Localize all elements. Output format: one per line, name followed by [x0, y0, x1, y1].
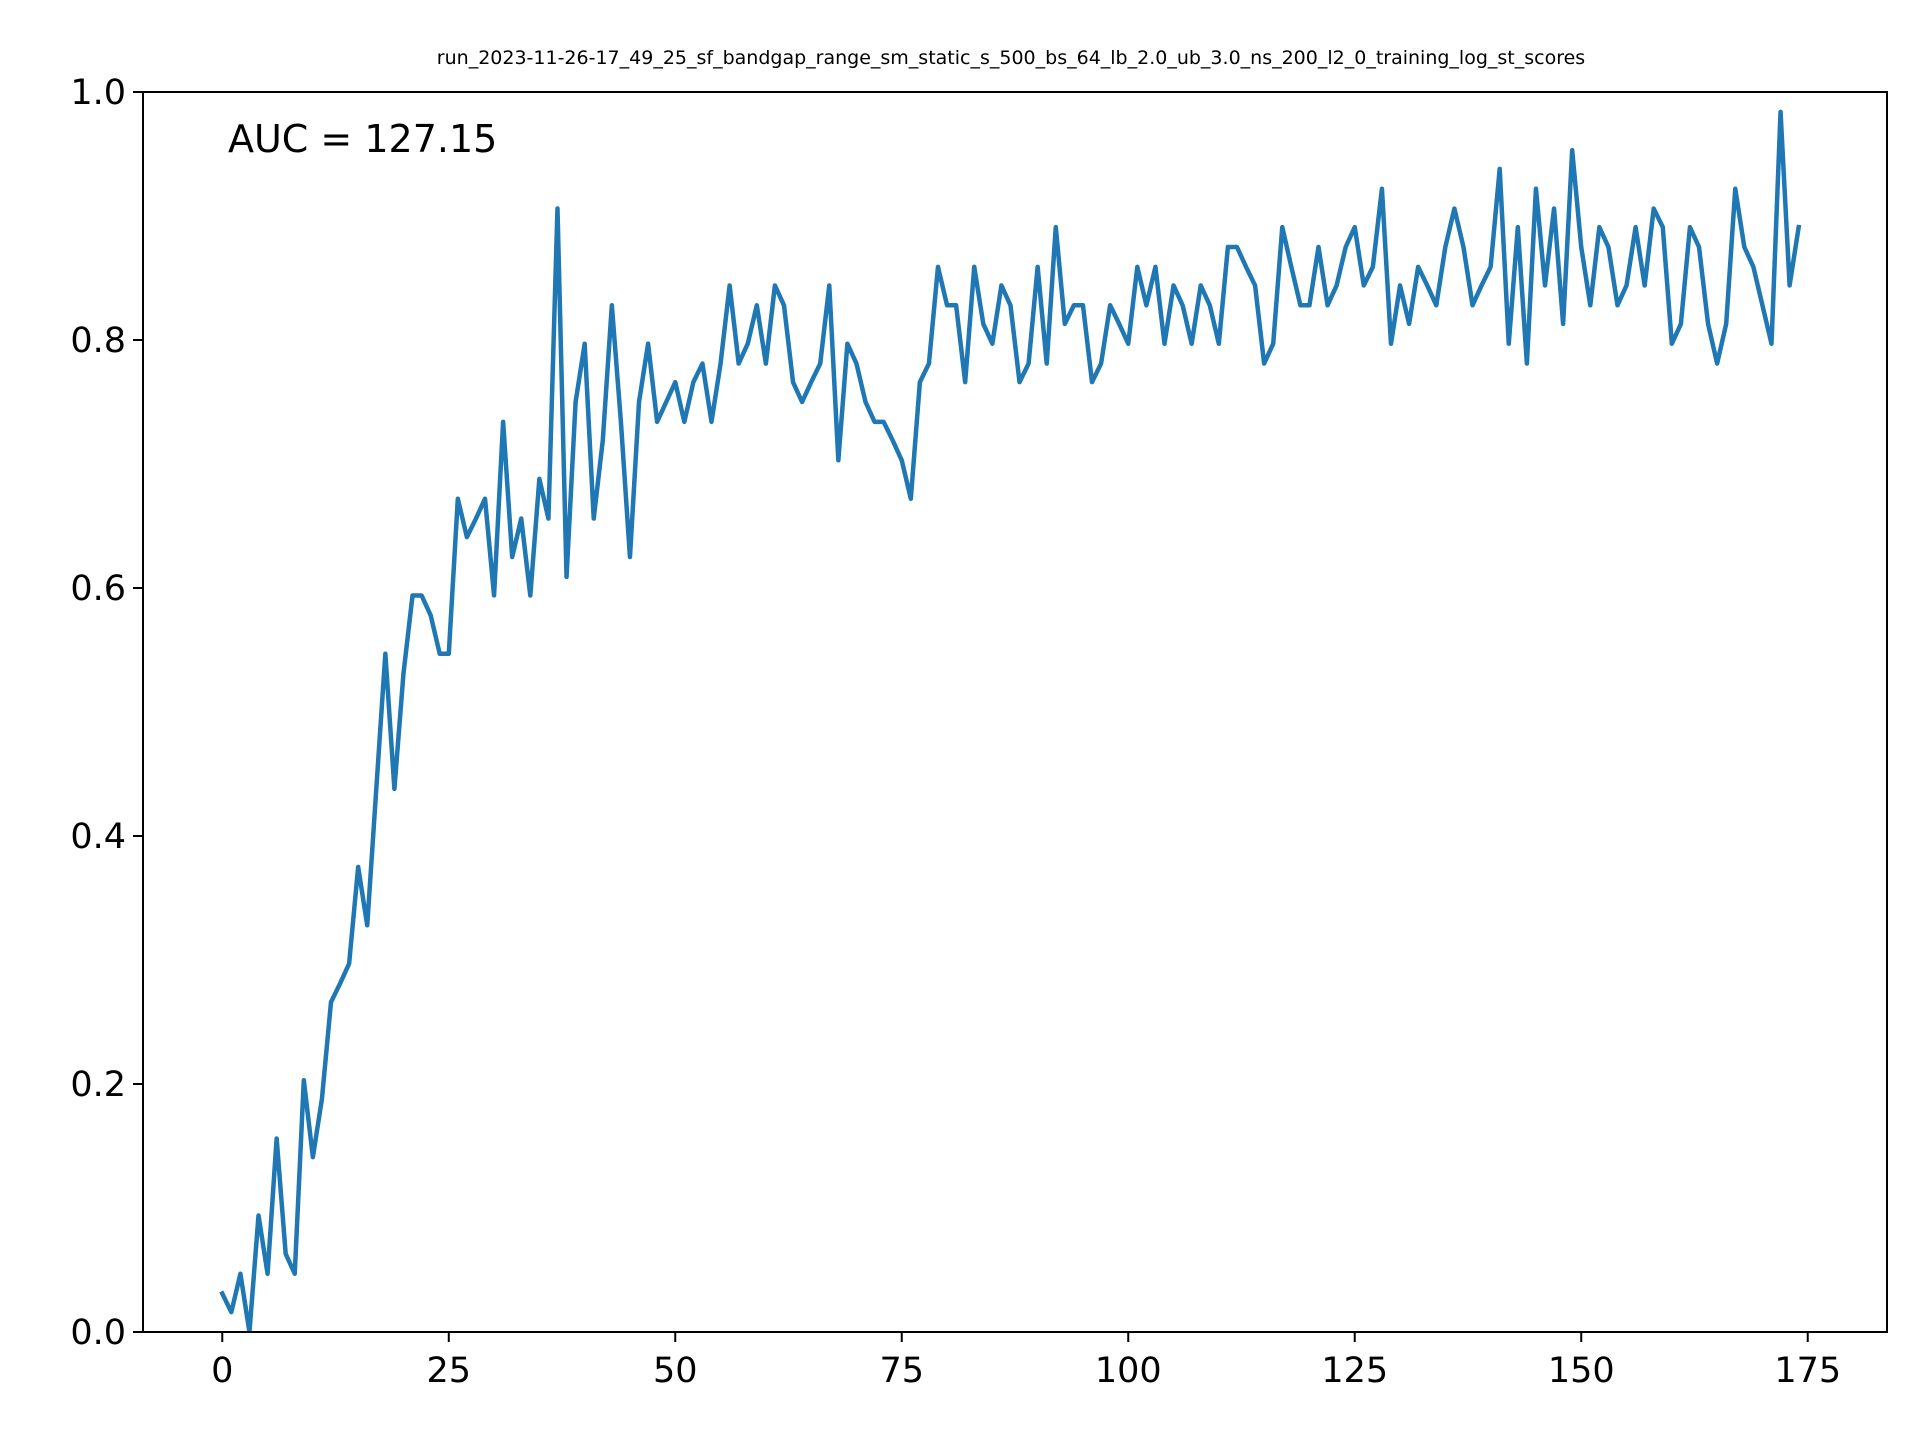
- x-tick-label: 175: [1774, 1351, 1841, 1391]
- y-tick-label: 0.0: [70, 1313, 126, 1353]
- y-tick-label: 0.4: [70, 817, 126, 857]
- y-tick-label: 0.2: [70, 1065, 126, 1105]
- y-tick-label: 1.0: [70, 73, 126, 113]
- x-tick-label: 150: [1548, 1351, 1615, 1391]
- x-tick-label: 75: [879, 1351, 924, 1391]
- auc-annotation: AUC = 127.15: [228, 117, 497, 161]
- x-tick-label: 25: [426, 1351, 471, 1391]
- axes: 0 25 50 75 100 125 150 175 0.0 0.2 0.4 0.6 0.8 1.0: [70, 73, 1888, 1391]
- y-tick-label: 0.6: [70, 569, 126, 609]
- x-tick-label: 0: [211, 1351, 233, 1391]
- x-tick-label: 100: [1095, 1351, 1162, 1391]
- plot-area: [219, 109, 1802, 1332]
- series-line-0: [219, 109, 1802, 1332]
- chart-title: run_2023-11-26-17_49_25_sf_bandgap_range…: [437, 47, 1585, 69]
- plot-frame: [142, 91, 1888, 1333]
- x-tick-label: 50: [653, 1351, 698, 1391]
- y-tick-label: 0.8: [70, 321, 126, 361]
- x-tick-label: 125: [1321, 1351, 1388, 1391]
